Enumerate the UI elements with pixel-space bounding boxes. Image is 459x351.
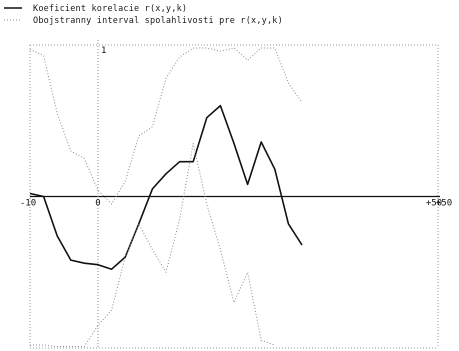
series-line-correlation [29, 104, 303, 271]
legend-label-correlation: Koeficient korelacie r(x,y,k) [33, 4, 187, 14]
x-tick-label-zero: 0 [95, 199, 100, 209]
plot-frame [29, 44, 439, 349]
y-tick-label-one: 1 [101, 46, 106, 56]
x-tick-label-min: -10 [20, 199, 36, 209]
tick-labels: -10 0 +50+50 1 [20, 46, 452, 209]
series-line-confidence-lower [30, 143, 275, 347]
series-lines [29, 47, 303, 347]
axes [30, 40, 440, 348]
legend-label-confidence: Obojstranny interval spolahlivosti pre r… [33, 16, 283, 26]
series-line-confidence-upper [29, 47, 303, 205]
legend: Koeficient korelacie r(x,y,k) Obojstranny… [4, 4, 283, 26]
x-tick-label-max-overlap: +50 [436, 199, 452, 209]
x-tick-label-max: +50 [426, 199, 442, 209]
